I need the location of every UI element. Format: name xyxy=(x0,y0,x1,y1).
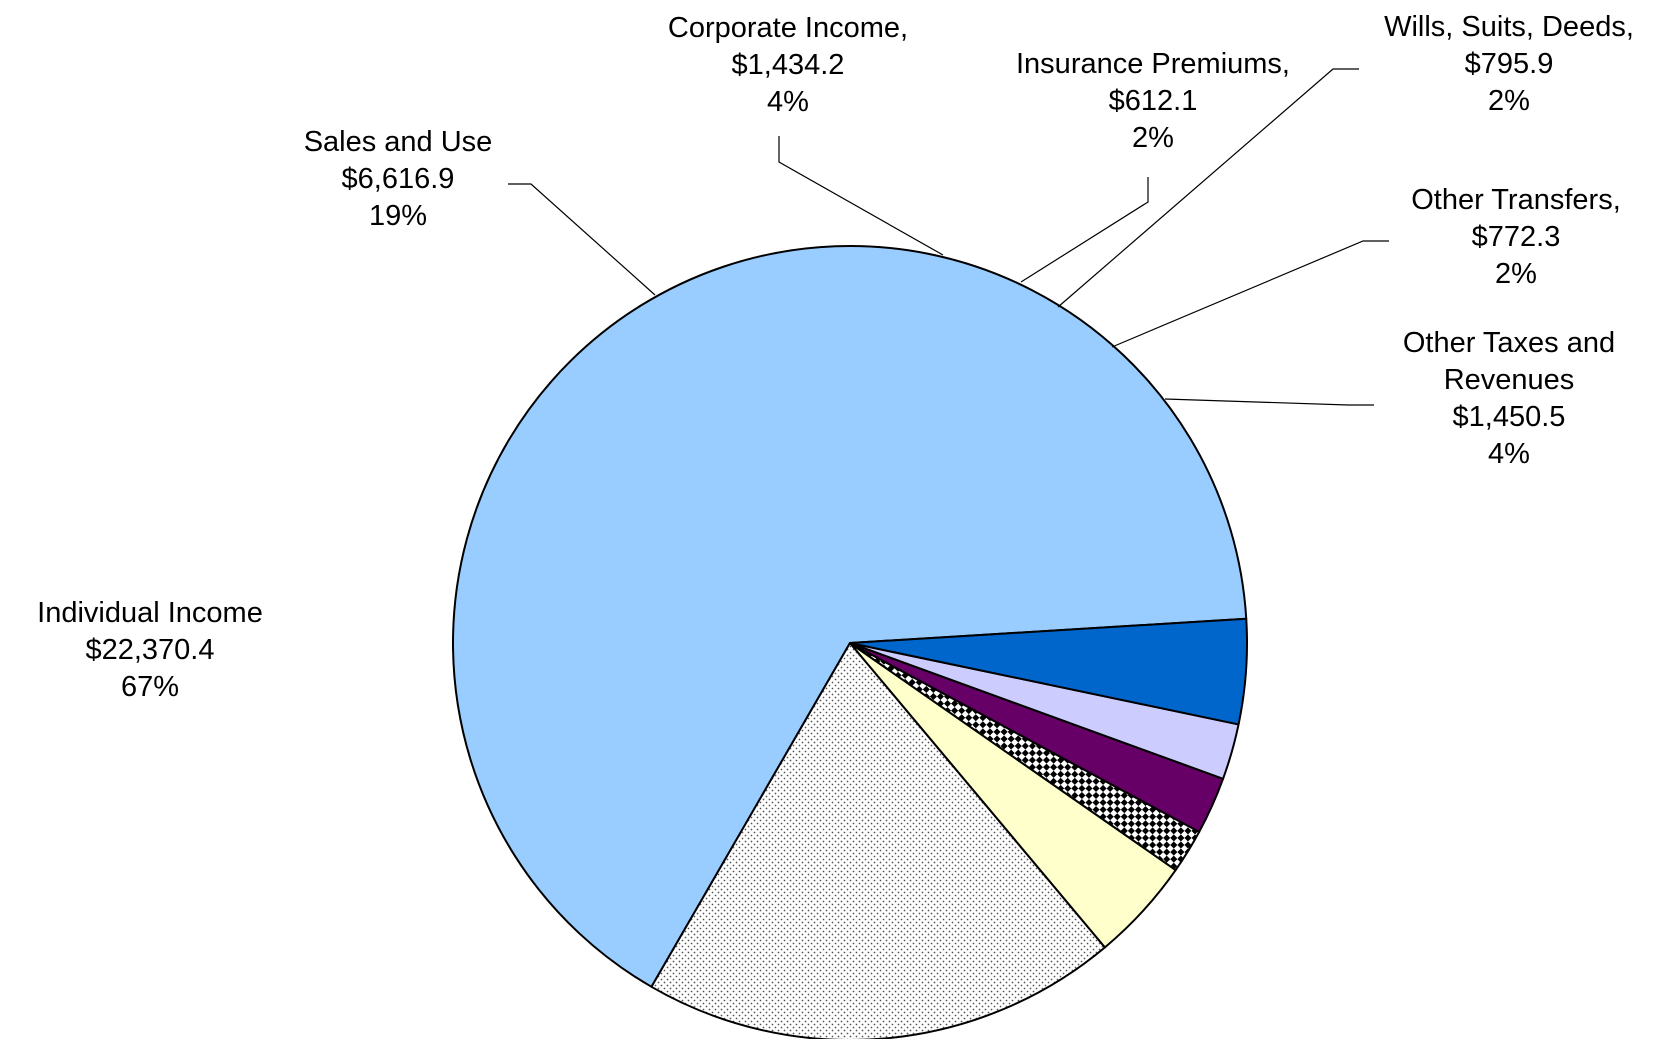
slice-label-other-taxes-and-revenues: Other Taxes and Revenues $1,450.5 4% xyxy=(1403,327,1615,470)
sales-and-use-label-line-0: Sales and Use xyxy=(304,126,493,158)
leader-line-other-taxes-and-revenues xyxy=(1164,398,1374,406)
insurance-premiums-percent-label: 2% xyxy=(1132,122,1174,154)
individual-income-percent-label: 67% xyxy=(121,671,179,703)
wills-suits-deeds-label-line-0: Wills, Suits, Deeds, xyxy=(1384,11,1634,43)
corporate-income-label-line-0: Corporate Income, xyxy=(668,12,908,44)
other-taxes-and-revenues-label-line-1: Revenues xyxy=(1444,364,1575,396)
insurance-premiums-label-line-0: Insurance Premiums, xyxy=(1016,48,1290,80)
leader-lines xyxy=(508,68,1389,406)
wills-suits-deeds-percent-label: 2% xyxy=(1488,85,1530,117)
insurance-premiums-value-label: $612.1 xyxy=(1109,85,1198,117)
individual-income-label-line-0: Individual Income xyxy=(37,597,263,629)
slice-individual-income xyxy=(452,245,1248,988)
slice-label-wills-suits-deeds: Wills, Suits, Deeds, $795.9 2% xyxy=(1384,11,1634,117)
slice-label-corporate-income: Corporate Income, $1,434.2 4% xyxy=(668,12,908,118)
other-taxes-and-revenues-label-line-0: Other Taxes and xyxy=(1403,327,1615,359)
leader-line-corporate-income xyxy=(778,136,944,256)
slice-labels: Individual Income $22,370.4 67% Sales and U… xyxy=(37,11,1634,703)
corporate-income-value-label: $1,434.2 xyxy=(732,49,845,81)
other-transfers-label-line-0: Other Transfers, xyxy=(1411,184,1621,216)
slice-other-taxes-and-revenues xyxy=(849,617,1248,726)
sales-and-use-percent-label: 19% xyxy=(369,200,427,232)
sales-and-use-value-label: $6,616.9 xyxy=(342,163,455,195)
leader-line-wills-suits-deeds xyxy=(1057,68,1359,308)
slice-label-individual-income: Individual Income $22,370.4 67% xyxy=(37,597,263,703)
pie-slices xyxy=(452,245,1248,1039)
individual-income-value-label: $22,370.4 xyxy=(85,634,214,666)
slice-label-other-transfers: Other Transfers, $772.3 2% xyxy=(1411,184,1621,290)
other-taxes-and-revenues-percent-label: 4% xyxy=(1488,438,1530,470)
other-taxes-and-revenues-value-label: $1,450.5 xyxy=(1453,401,1566,433)
slice-label-sales-and-use: Sales and Use $6,616.9 19% xyxy=(304,126,493,232)
corporate-income-percent-label: 4% xyxy=(767,86,809,118)
leader-line-other-transfers xyxy=(1111,240,1389,348)
other-transfers-percent-label: 2% xyxy=(1495,258,1537,290)
leader-line-insurance-premiums xyxy=(1020,177,1149,283)
wills-suits-deeds-value-label: $795.9 xyxy=(1465,48,1554,80)
slice-label-insurance-premiums: Insurance Premiums, $612.1 2% xyxy=(1016,48,1290,154)
leader-line-sales-and-use xyxy=(508,183,656,296)
other-transfers-value-label: $772.3 xyxy=(1472,221,1561,253)
